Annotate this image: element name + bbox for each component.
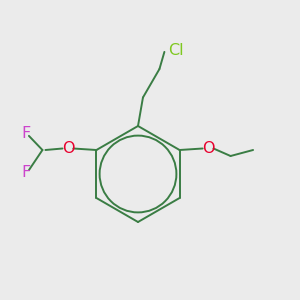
Text: O: O xyxy=(62,141,74,156)
Text: F: F xyxy=(21,126,31,141)
Text: O: O xyxy=(202,141,214,156)
Text: F: F xyxy=(21,165,31,180)
Text: Cl: Cl xyxy=(168,43,184,58)
